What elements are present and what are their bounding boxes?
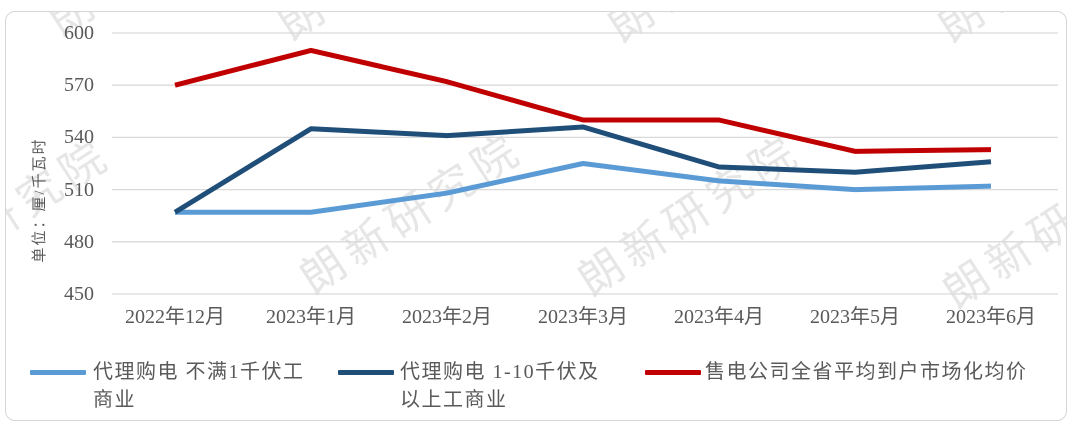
legend-label-line2: 以上工商业 (400, 389, 508, 411)
legend-swatch-light-blue (30, 370, 86, 375)
y-tick-label-570: 570 (64, 74, 94, 97)
legend-label: 代理购电 1-10千伏及 以上工商业 (400, 358, 600, 414)
legend-label-line2: 商业 (93, 389, 136, 411)
y-tick-label-540: 540 (64, 126, 94, 149)
series-line-3 (174, 47, 992, 154)
x-tick-label-4: 2023年4月 (674, 306, 764, 328)
x-tick-label-5: 2023年5月 (810, 306, 900, 328)
legend-item-retail-avg-price: 售电公司全省平均到户市场化均价 (645, 352, 1065, 422)
x-tick-label-1: 2023年1月 (266, 306, 356, 328)
x-tick-label-3: 2023年3月 (538, 306, 628, 328)
legend-label-line1: 售电公司全省平均到户市场化均价 (705, 361, 1028, 383)
x-tick-label-6: 2023年6月 (946, 306, 1036, 328)
x-tick-label-0: 2022年12月 (125, 306, 225, 328)
legend-label-line1: 代理购电 1-10千伏及 (400, 361, 600, 383)
legend-label: 售电公司全省平均到户市场化均价 (705, 358, 1028, 386)
y-tick-label-510: 510 (64, 178, 94, 201)
series-line-1 (175, 161, 992, 215)
legend-item-agency-below-1kv: 代理购电 不满1千伏工 商业 (30, 352, 330, 422)
y-tick-label-480: 480 (64, 230, 94, 253)
legend-item-agency-1-10kv: 代理购电 1-10千伏及 以上工商业 (338, 352, 628, 422)
x-tick-label-2: 2023年2月 (402, 306, 492, 328)
legend: 代理购电 不满1千伏工 商业 代理购电 1-10千伏及 以上工商业 售电公司全省… (0, 352, 1080, 422)
legend-label: 代理购电 不满1千伏工 商业 (93, 358, 305, 414)
y-tick-label-450: 450 (64, 283, 94, 305)
series-line-2 (173, 124, 992, 215)
legend-swatch-red (645, 370, 701, 375)
legend-swatch-dark-blue (338, 370, 394, 375)
y-tick-label-600: 600 (64, 22, 94, 44)
chart-frame (5, 11, 1067, 421)
legend-label-line1: 代理购电 不满1千伏工 (93, 361, 305, 383)
